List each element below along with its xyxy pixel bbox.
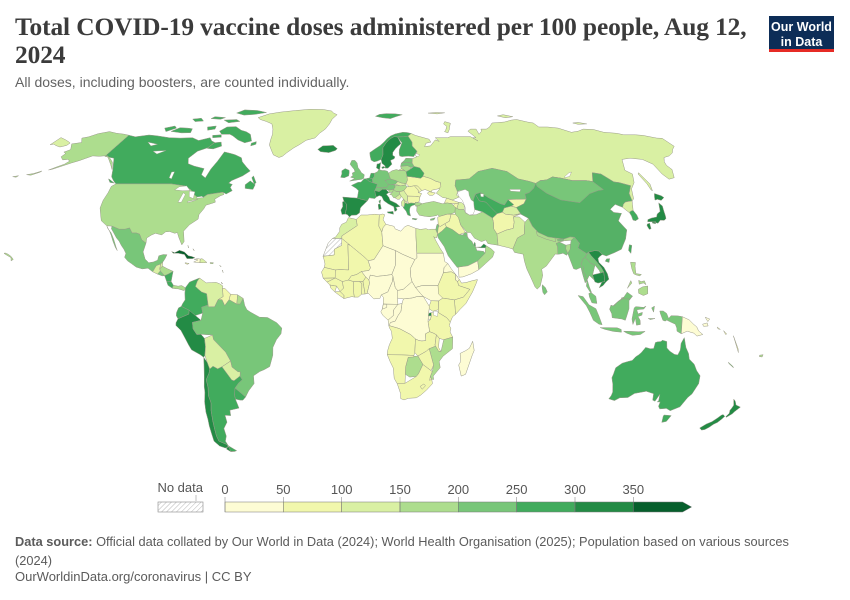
svg-text:150: 150 [389, 482, 411, 497]
svg-text:350: 350 [622, 482, 644, 497]
svg-text:100: 100 [331, 482, 353, 497]
svg-text:250: 250 [506, 482, 528, 497]
svg-text:200: 200 [447, 482, 469, 497]
svg-text:300: 300 [564, 482, 586, 497]
svg-text:No data: No data [157, 480, 203, 495]
svg-text:50: 50 [276, 482, 290, 497]
svg-text:0: 0 [221, 482, 228, 497]
